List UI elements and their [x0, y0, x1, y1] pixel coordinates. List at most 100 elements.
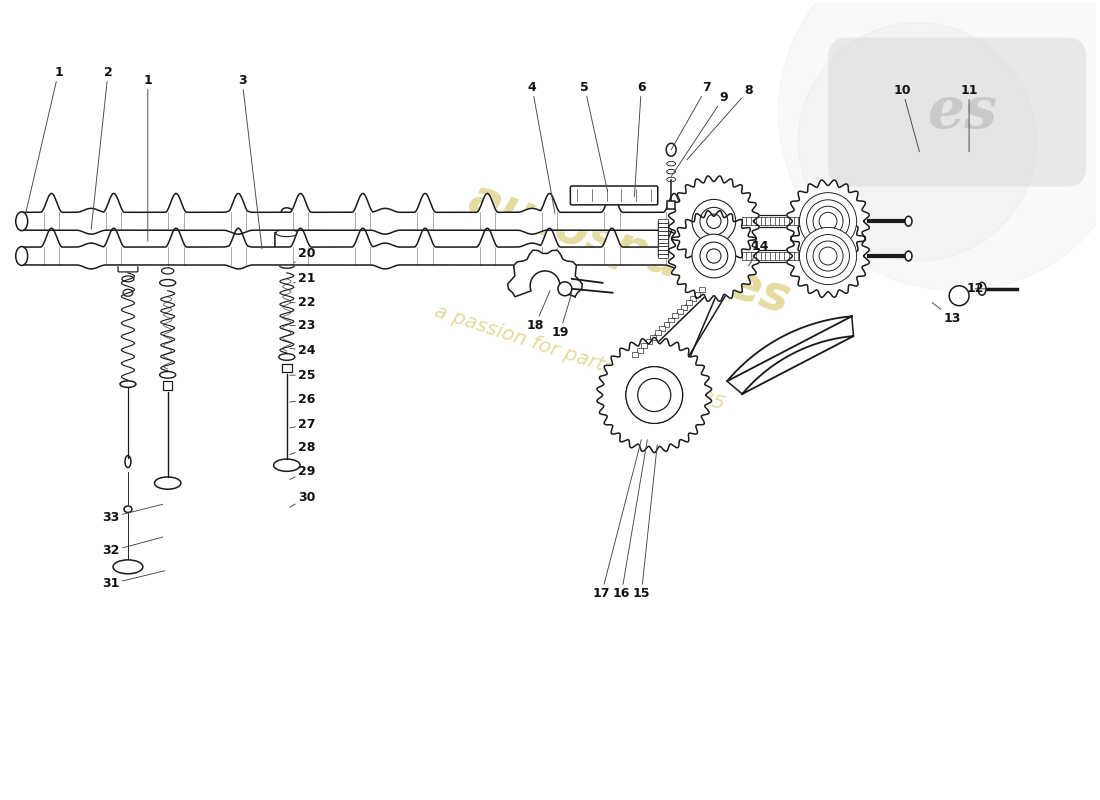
Text: 33: 33: [102, 504, 163, 524]
Text: 27: 27: [289, 418, 316, 431]
Bar: [799, 252, 804, 260]
Text: 23: 23: [289, 319, 316, 332]
Bar: [698, 287, 705, 292]
Text: 31: 31: [102, 571, 165, 590]
Bar: [766, 252, 771, 260]
Circle shape: [800, 227, 857, 285]
Bar: [676, 309, 683, 314]
Text: 9: 9: [671, 90, 728, 177]
FancyBboxPatch shape: [275, 232, 299, 256]
Bar: [658, 227, 668, 231]
Bar: [756, 218, 762, 226]
Bar: [789, 252, 795, 260]
Text: 32: 32: [102, 537, 163, 558]
Circle shape: [558, 282, 572, 296]
Bar: [658, 223, 668, 227]
Bar: [668, 202, 675, 210]
Text: 1: 1: [143, 74, 152, 241]
Ellipse shape: [278, 262, 295, 268]
Text: 24: 24: [289, 344, 316, 357]
Text: 6: 6: [635, 81, 646, 197]
Bar: [690, 296, 696, 301]
Bar: [766, 218, 771, 226]
Polygon shape: [727, 316, 854, 394]
Text: 7: 7: [671, 81, 712, 150]
Ellipse shape: [667, 143, 676, 156]
Bar: [685, 300, 692, 306]
Circle shape: [799, 22, 1036, 261]
Text: 28: 28: [289, 441, 316, 454]
Ellipse shape: [280, 221, 294, 226]
Text: 4: 4: [528, 81, 556, 214]
Bar: [774, 252, 781, 260]
Bar: [658, 250, 668, 254]
Circle shape: [636, 377, 672, 413]
Text: 21: 21: [294, 272, 316, 286]
Bar: [658, 231, 668, 235]
Ellipse shape: [160, 371, 176, 378]
Ellipse shape: [667, 170, 675, 174]
Bar: [793, 252, 800, 260]
Bar: [658, 219, 668, 223]
Text: 16: 16: [613, 440, 647, 600]
Circle shape: [820, 247, 837, 265]
Circle shape: [700, 207, 728, 235]
Text: autosparces: autosparces: [462, 174, 796, 324]
Circle shape: [815, 243, 840, 269]
Circle shape: [706, 249, 721, 263]
Text: 14: 14: [749, 239, 769, 266]
Circle shape: [949, 286, 969, 306]
Bar: [741, 218, 748, 226]
Bar: [658, 254, 668, 258]
Bar: [658, 238, 668, 242]
Circle shape: [638, 378, 671, 411]
Bar: [747, 252, 752, 260]
Bar: [793, 218, 800, 226]
Circle shape: [645, 386, 663, 404]
Text: 15: 15: [632, 445, 658, 600]
Bar: [654, 330, 661, 335]
Ellipse shape: [978, 282, 986, 295]
Text: 11: 11: [960, 84, 978, 152]
Ellipse shape: [124, 506, 132, 513]
Bar: [799, 218, 804, 226]
Text: 30: 30: [289, 491, 316, 507]
Polygon shape: [508, 250, 582, 297]
Text: 2: 2: [91, 66, 112, 229]
Text: es: es: [927, 84, 997, 140]
Polygon shape: [786, 180, 869, 262]
Bar: [770, 218, 776, 226]
Bar: [632, 352, 638, 357]
Text: 12: 12: [966, 282, 984, 295]
Bar: [646, 339, 651, 344]
Text: 5: 5: [581, 81, 607, 191]
Circle shape: [779, 0, 1100, 290]
Bar: [694, 292, 701, 297]
Text: 3: 3: [238, 74, 262, 249]
Bar: [641, 343, 647, 349]
Ellipse shape: [122, 276, 134, 282]
Circle shape: [815, 209, 840, 234]
Ellipse shape: [905, 251, 912, 261]
Circle shape: [626, 366, 683, 423]
Ellipse shape: [276, 230, 298, 237]
Bar: [672, 314, 679, 318]
Ellipse shape: [120, 262, 136, 270]
Bar: [751, 218, 757, 226]
Bar: [163, 382, 173, 390]
Text: 17: 17: [593, 440, 641, 600]
Bar: [659, 326, 666, 331]
Bar: [658, 235, 668, 238]
Bar: [658, 246, 668, 250]
Bar: [784, 252, 790, 260]
Text: 8: 8: [688, 84, 752, 160]
Bar: [658, 242, 668, 246]
Ellipse shape: [278, 354, 295, 360]
Circle shape: [808, 236, 848, 276]
Circle shape: [692, 234, 736, 278]
Ellipse shape: [160, 279, 176, 286]
Circle shape: [626, 366, 683, 423]
Ellipse shape: [667, 178, 675, 182]
Bar: [637, 348, 642, 353]
Text: 18: 18: [527, 290, 550, 332]
